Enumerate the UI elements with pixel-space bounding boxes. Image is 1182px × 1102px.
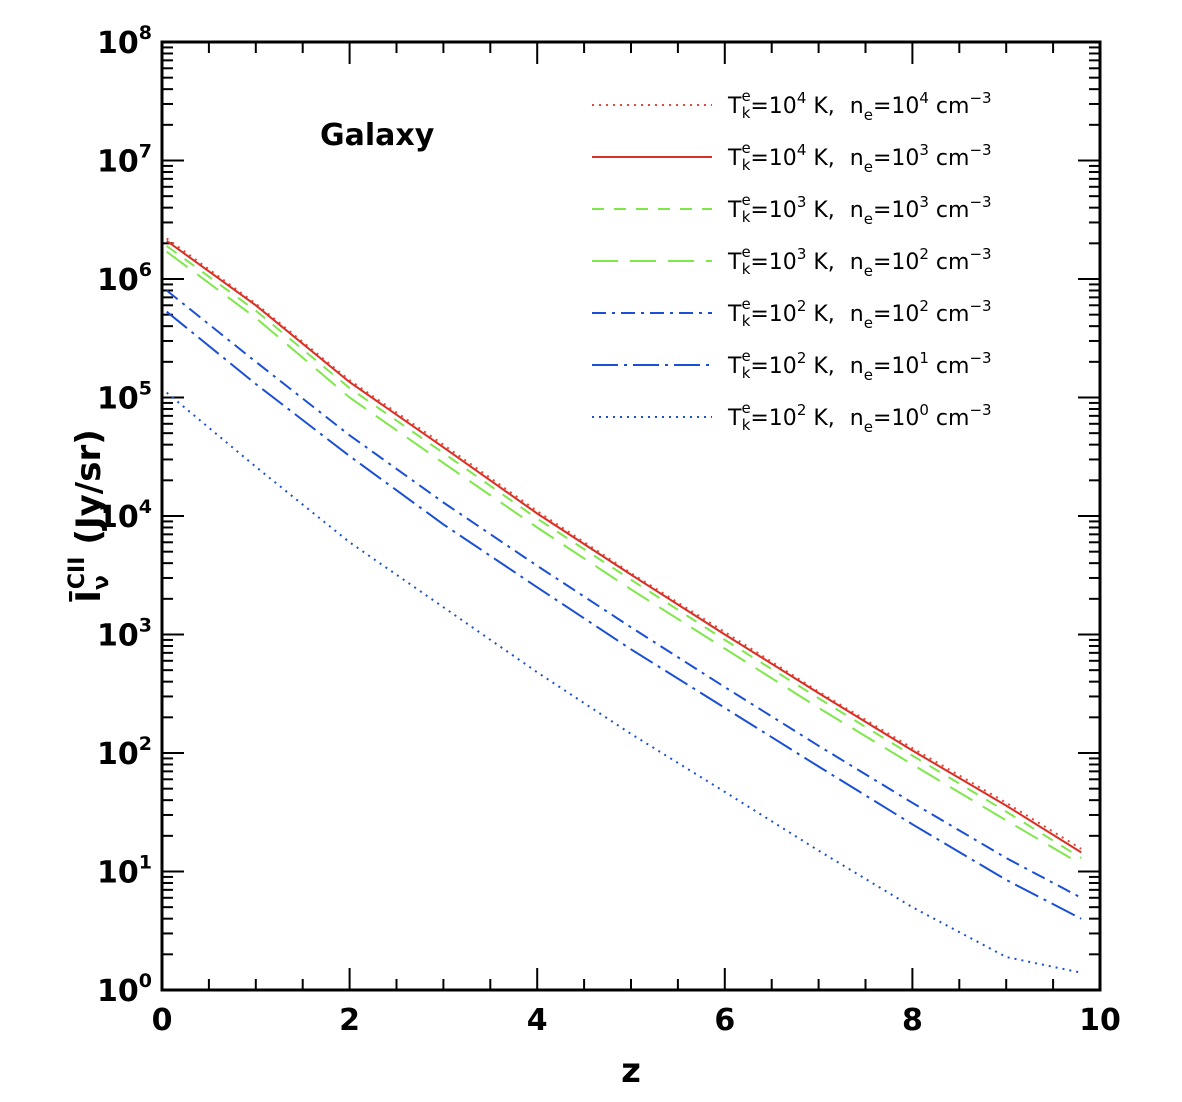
y-axis-title-symbol: Ī [69, 590, 109, 603]
legend-label-7: Te k=102 K, ne=100 cm−3 [727, 399, 992, 436]
x-tick-label: 8 [902, 1003, 923, 1038]
legend-label-5: Te k=102 K, ne=102 cm−3 [727, 295, 992, 332]
y-tick-label: 107 [97, 141, 152, 180]
x-tick-labels: 0 2 4 6 8 10 [152, 1003, 1121, 1038]
series-lines [166, 237, 1082, 974]
y-tick-labels: 100 101 102 103 104 105 106 107 108 [97, 22, 152, 1009]
y-tick-label: 101 [97, 852, 152, 891]
series-line-1 [166, 237, 1082, 850]
x-tick-label: 4 [527, 1003, 548, 1038]
axis-ticks [161, 41, 1101, 991]
plot-frame [160, 40, 1102, 992]
y-tick-label: 103 [97, 615, 152, 654]
legend-label-1: Te k=104 K, ne=104 cm−3 [727, 87, 992, 124]
y-axis-title-unit: (Jy/sr) [69, 429, 109, 544]
x-tick-label: 2 [339, 1003, 360, 1038]
y-axis-title-sub: ν [89, 575, 114, 590]
annotation-galaxy: Galaxy [320, 118, 435, 153]
series-line-3 [166, 245, 1082, 859]
x-tick-label: 0 [152, 1003, 173, 1038]
legend-label-3: Te k=103 K, ne=103 cm−3 [727, 191, 992, 228]
y-tick-label: 108 [97, 22, 152, 61]
x-axis-title: z [621, 1051, 641, 1091]
y-tick-label: 100 [97, 970, 152, 1009]
y-tick-label: 105 [97, 378, 152, 417]
legend-label-2: Te k=104 K, ne=103 cm−3 [727, 139, 992, 176]
series-line-6 [166, 310, 1082, 920]
y-tick-label: 102 [97, 733, 152, 772]
y-axis-title: ĪνCII (Jy/sr) [65, 429, 114, 603]
x-tick-label: 6 [714, 1003, 735, 1038]
svg-text:ĪνCII(Jy/sr): ĪνCII (Jy/sr) [65, 429, 114, 603]
series-line-7 [166, 391, 1082, 974]
legend-label-6: Te k=102 K, ne=101 cm−3 [727, 347, 992, 384]
y-tick-label: 104 [97, 496, 152, 535]
series-line-2 [166, 239, 1082, 854]
x-tick-label: 10 [1079, 1003, 1121, 1038]
y-tick-label: 106 [97, 259, 152, 298]
legend: Te k=104 K, ne=104 cm−3 Te k=104 K, ne=103 … [592, 87, 992, 436]
series-line-4 [166, 250, 1082, 866]
legend-label-4: Te k=103 K, ne=102 cm−3 [727, 243, 992, 280]
series-line-5 [166, 289, 1082, 899]
plot-frame-group [160, 40, 1102, 992]
y-axis-title-sup: CII [65, 557, 90, 590]
